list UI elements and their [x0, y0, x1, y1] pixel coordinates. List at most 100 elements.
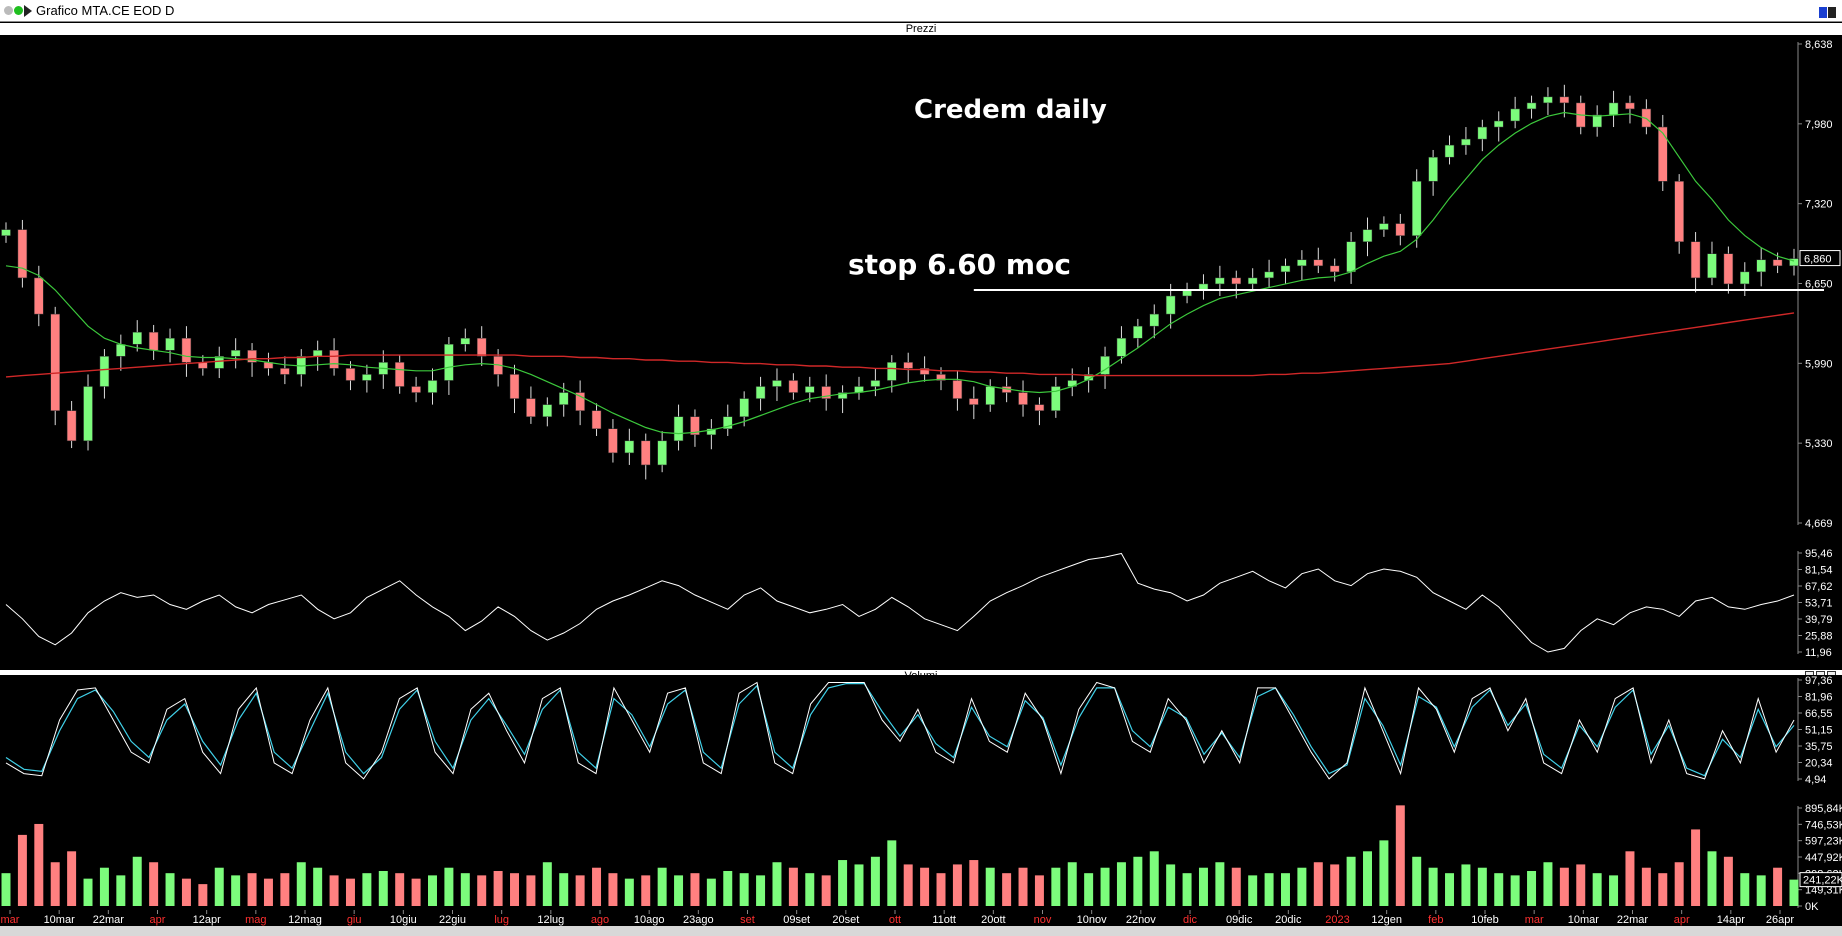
candle-up: [1, 229, 11, 236]
volume-bar: [1198, 867, 1208, 906]
close-window-icon[interactable]: [4, 6, 13, 15]
x-tick-label: 20dic: [1275, 914, 1302, 926]
price-tick-label: 8,638: [1805, 39, 1833, 51]
rsi-tick-label: 25,88: [1805, 631, 1833, 643]
candle-up: [1051, 386, 1061, 411]
stop-annotation: stop 6.60 moc: [848, 248, 1071, 281]
candle-down: [788, 380, 799, 393]
volume-bar: [67, 851, 77, 906]
candle-down: [608, 428, 618, 454]
x-tick-label: 20set: [832, 914, 859, 926]
candle-down: [1625, 102, 1635, 110]
volume-bar: [99, 867, 109, 906]
volume-bar: [1149, 851, 1159, 906]
volume-bar: [428, 875, 437, 906]
candle-up: [657, 440, 667, 466]
x-tick-label: 22giu: [439, 914, 466, 926]
volume-bar: [1691, 829, 1701, 906]
stoch-tick-label: 51,15: [1805, 725, 1833, 737]
x-tick-label: mar: [1525, 914, 1544, 926]
volume-bar: [641, 875, 651, 906]
volume-bar: [903, 864, 913, 906]
candle-down: [17, 229, 28, 279]
volume-bar: [1182, 873, 1192, 906]
last-volume-box: [1799, 872, 1842, 888]
volume-bar: [1723, 856, 1733, 906]
stoch-tick-label: 4,94: [1805, 774, 1826, 786]
volume-bar: [1428, 867, 1438, 906]
volume-bar: [1395, 805, 1405, 906]
candle-down: [509, 374, 520, 399]
price-background: [0, 35, 1842, 531]
x-tick-label: lug: [494, 914, 509, 926]
play-arrow-icon[interactable]: [24, 5, 32, 17]
x-tick-label: 10mar: [44, 914, 76, 926]
candle-down: [34, 277, 44, 315]
volume-bar: [1559, 867, 1569, 906]
candle-down: [280, 368, 290, 375]
volume-bar: [362, 873, 372, 906]
candle-down: [148, 331, 159, 351]
rsi-tick-label: 67,62: [1805, 581, 1833, 593]
volume-bar: [1231, 867, 1241, 906]
candle-up: [427, 380, 438, 393]
volume-bar: [1166, 864, 1176, 906]
volume-bar: [526, 875, 536, 906]
volume-bar: [772, 862, 782, 906]
candle-down: [1018, 392, 1028, 405]
candle-up: [1083, 374, 1094, 381]
volume-bar: [1674, 862, 1684, 906]
volume-bar: [1641, 867, 1651, 906]
volume-bar: [132, 856, 142, 906]
window-controls[interactable]: [1818, 5, 1838, 18]
candle-up: [230, 350, 241, 357]
volume-bar: [1248, 875, 1258, 906]
volume-bar: [460, 873, 470, 906]
volume-bar: [1280, 873, 1290, 906]
volume-bar: [1379, 840, 1389, 906]
prices-panel-label: Prezzi: [905, 23, 937, 35]
rsi-tick-label: 95,46: [1805, 548, 1833, 560]
maximize-window-icon[interactable]: [14, 6, 23, 15]
stoch-tick-label: 35,75: [1805, 741, 1833, 753]
candle-down: [1313, 259, 1324, 267]
candle-up: [1756, 259, 1766, 273]
x-tick-label: dic: [1183, 914, 1198, 926]
blue-square-icon[interactable]: [1819, 7, 1827, 18]
x-tick-label: 12apr: [193, 914, 221, 926]
rsi-background: [0, 545, 1842, 659]
volume-bar: [1461, 864, 1471, 906]
x-tick-label: apr: [1674, 914, 1690, 926]
volume-bar: [756, 875, 766, 906]
candle-down: [821, 386, 831, 399]
volume-bar: [805, 873, 815, 906]
volume-bar: [1051, 867, 1061, 906]
volume-bar: [1116, 862, 1126, 906]
short-moving-average-line: [5, 111, 1795, 435]
x-tick-label: feb: [1428, 914, 1443, 926]
candle-down: [1674, 181, 1684, 242]
volume-bar: [559, 873, 569, 906]
volume-bar: [592, 867, 602, 906]
candle-down: [181, 337, 192, 363]
candle-up: [214, 356, 224, 369]
volume-bar: [1625, 851, 1635, 906]
x-tick-label: 12gen: [1371, 914, 1402, 926]
candle-down: [1658, 126, 1668, 182]
volume-tick-label: 149,31K: [1805, 885, 1842, 897]
candle-up: [1247, 277, 1258, 285]
price-tick-label: 7,980: [1805, 119, 1833, 131]
candle-up: [772, 380, 782, 387]
volume-bar: [1034, 875, 1044, 906]
candle-up: [1165, 295, 1176, 315]
volume-bar: [1576, 864, 1586, 906]
volume-bar: [952, 864, 962, 906]
candle-up: [1116, 337, 1127, 357]
x-tick-label: 10feb: [1471, 914, 1499, 926]
x-tick-label: giu: [347, 914, 362, 926]
rsi-tick-label: 39,79: [1805, 614, 1833, 626]
dark-square-icon[interactable]: [1828, 7, 1836, 18]
candle-up: [1510, 108, 1520, 122]
x-tick-label: 10giu: [390, 914, 417, 926]
